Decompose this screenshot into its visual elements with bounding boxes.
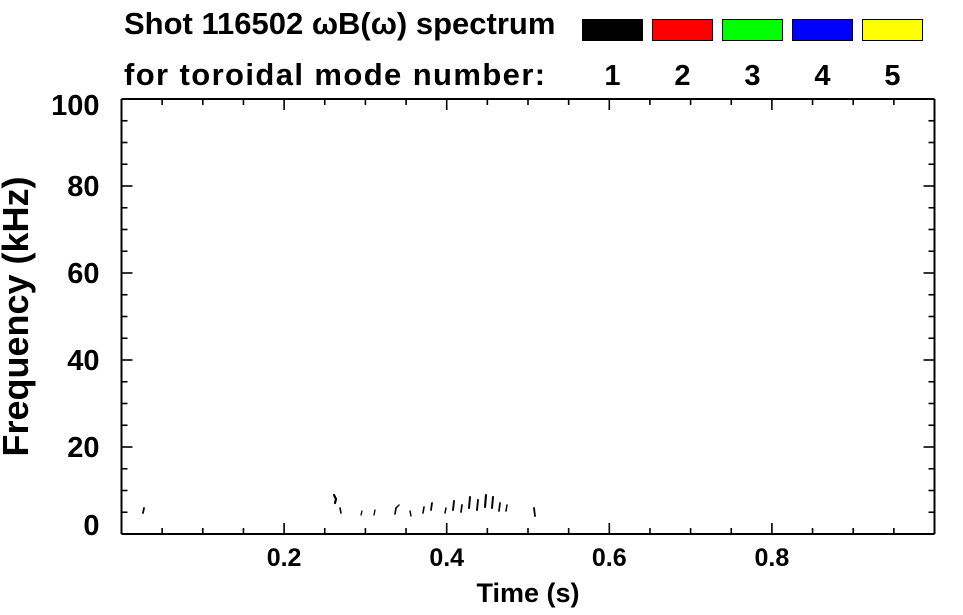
svg-text:100: 100 [51, 90, 99, 122]
svg-text:40: 40 [67, 345, 99, 377]
svg-text:0.8: 0.8 [755, 544, 790, 572]
svg-text:60: 60 [67, 258, 99, 290]
svg-text:0.4: 0.4 [429, 544, 464, 572]
svg-text:20: 20 [67, 432, 99, 464]
svg-text:0.2: 0.2 [267, 544, 302, 572]
svg-text:Frequency (kHz): Frequency (kHz) [0, 176, 36, 456]
svg-text:0: 0 [83, 510, 99, 542]
svg-text:80: 80 [67, 171, 99, 203]
svg-text:0.6: 0.6 [592, 544, 627, 572]
svg-text:Time (s): Time (s) [476, 578, 579, 608]
